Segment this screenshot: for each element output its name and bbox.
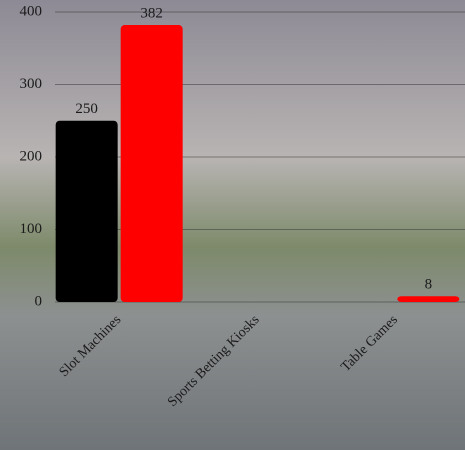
data-label: 250 <box>75 101 98 117</box>
y-tick-label: 400 <box>20 3 43 19</box>
bar <box>397 296 460 302</box>
y-tick-label: 200 <box>20 148 43 164</box>
data-label: 8 <box>425 277 433 293</box>
y-tick-label: 0 <box>35 293 43 309</box>
y-tick-label: 100 <box>20 221 43 237</box>
y-tick-label: 300 <box>20 76 43 92</box>
data-label: 382 <box>140 5 163 21</box>
bar <box>55 120 118 302</box>
bar <box>120 25 183 303</box>
